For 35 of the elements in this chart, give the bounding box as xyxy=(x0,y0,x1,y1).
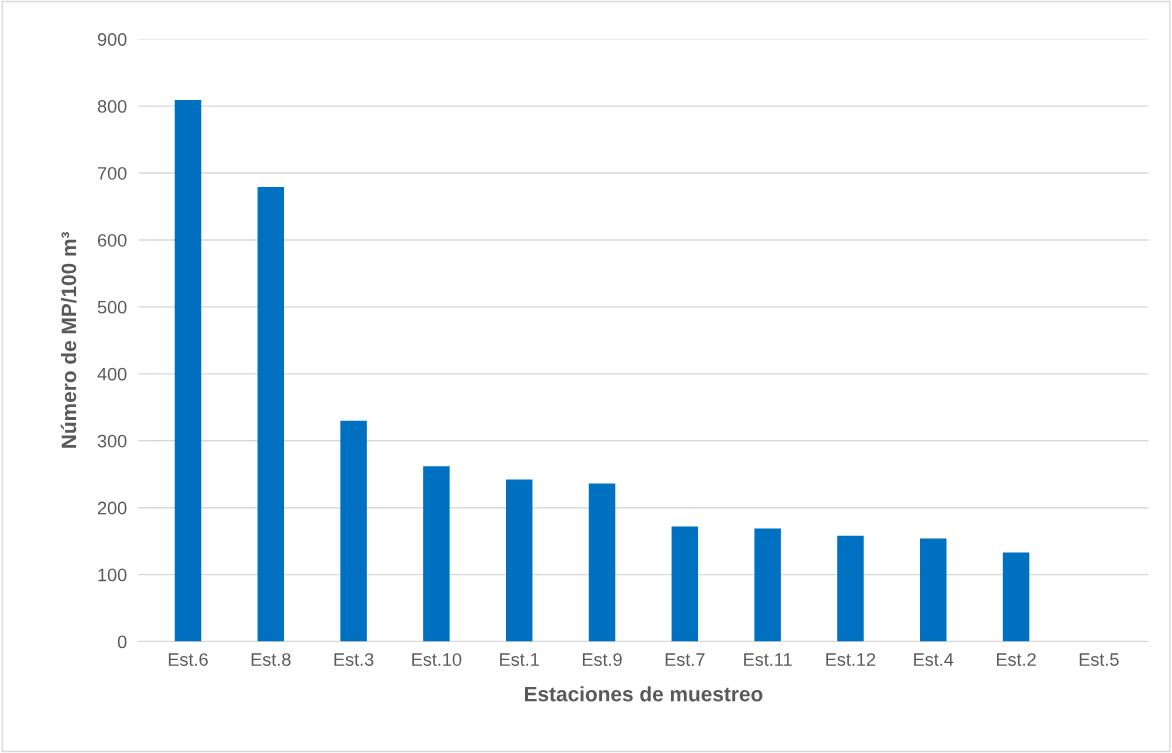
y-tick-label: 800 xyxy=(97,100,127,113)
x-tick-label: Est.1 xyxy=(500,653,539,666)
y-tick-label: 900 xyxy=(97,33,127,46)
y-tick-label: 200 xyxy=(97,501,127,515)
y-tick-label: 700 xyxy=(97,166,127,180)
bar xyxy=(671,526,699,642)
x-tick-label: Est.10 xyxy=(412,653,462,666)
bar xyxy=(174,100,202,642)
x-tick-label: Est.12 xyxy=(826,653,876,666)
bar xyxy=(920,538,947,642)
bar xyxy=(257,187,285,642)
x-tick-label: Est.7 xyxy=(665,653,705,666)
bar xyxy=(1002,552,1030,642)
y-axis-title: Número de MP/100 m³ xyxy=(60,231,77,448)
x-tick-label: Est.4 xyxy=(914,653,954,666)
y-tick-label: 400 xyxy=(97,367,127,381)
y-tick-label: 500 xyxy=(97,300,127,314)
x-axis-title: Estaciones de muestreo xyxy=(524,686,763,702)
y-tick-label: 600 xyxy=(97,233,127,247)
bar xyxy=(754,528,781,642)
bar xyxy=(837,535,864,642)
bar xyxy=(505,479,533,642)
x-tick-label: Est.8 xyxy=(251,653,291,666)
x-tick-label: Est.6 xyxy=(168,653,208,666)
y-tick-label: 300 xyxy=(97,434,127,448)
y-tick-label: 0 xyxy=(117,635,127,649)
bar xyxy=(588,483,616,642)
x-tick-label: Est.11 xyxy=(744,653,792,666)
bar xyxy=(340,420,367,642)
y-tick-label: 100 xyxy=(98,568,127,582)
x-tick-label: Est.9 xyxy=(582,653,622,666)
bar xyxy=(423,466,450,642)
x-tick-label: Est.3 xyxy=(334,653,374,666)
x-tick-label: Est.5 xyxy=(1079,653,1119,666)
x-tick-label: Est.2 xyxy=(996,653,1036,666)
